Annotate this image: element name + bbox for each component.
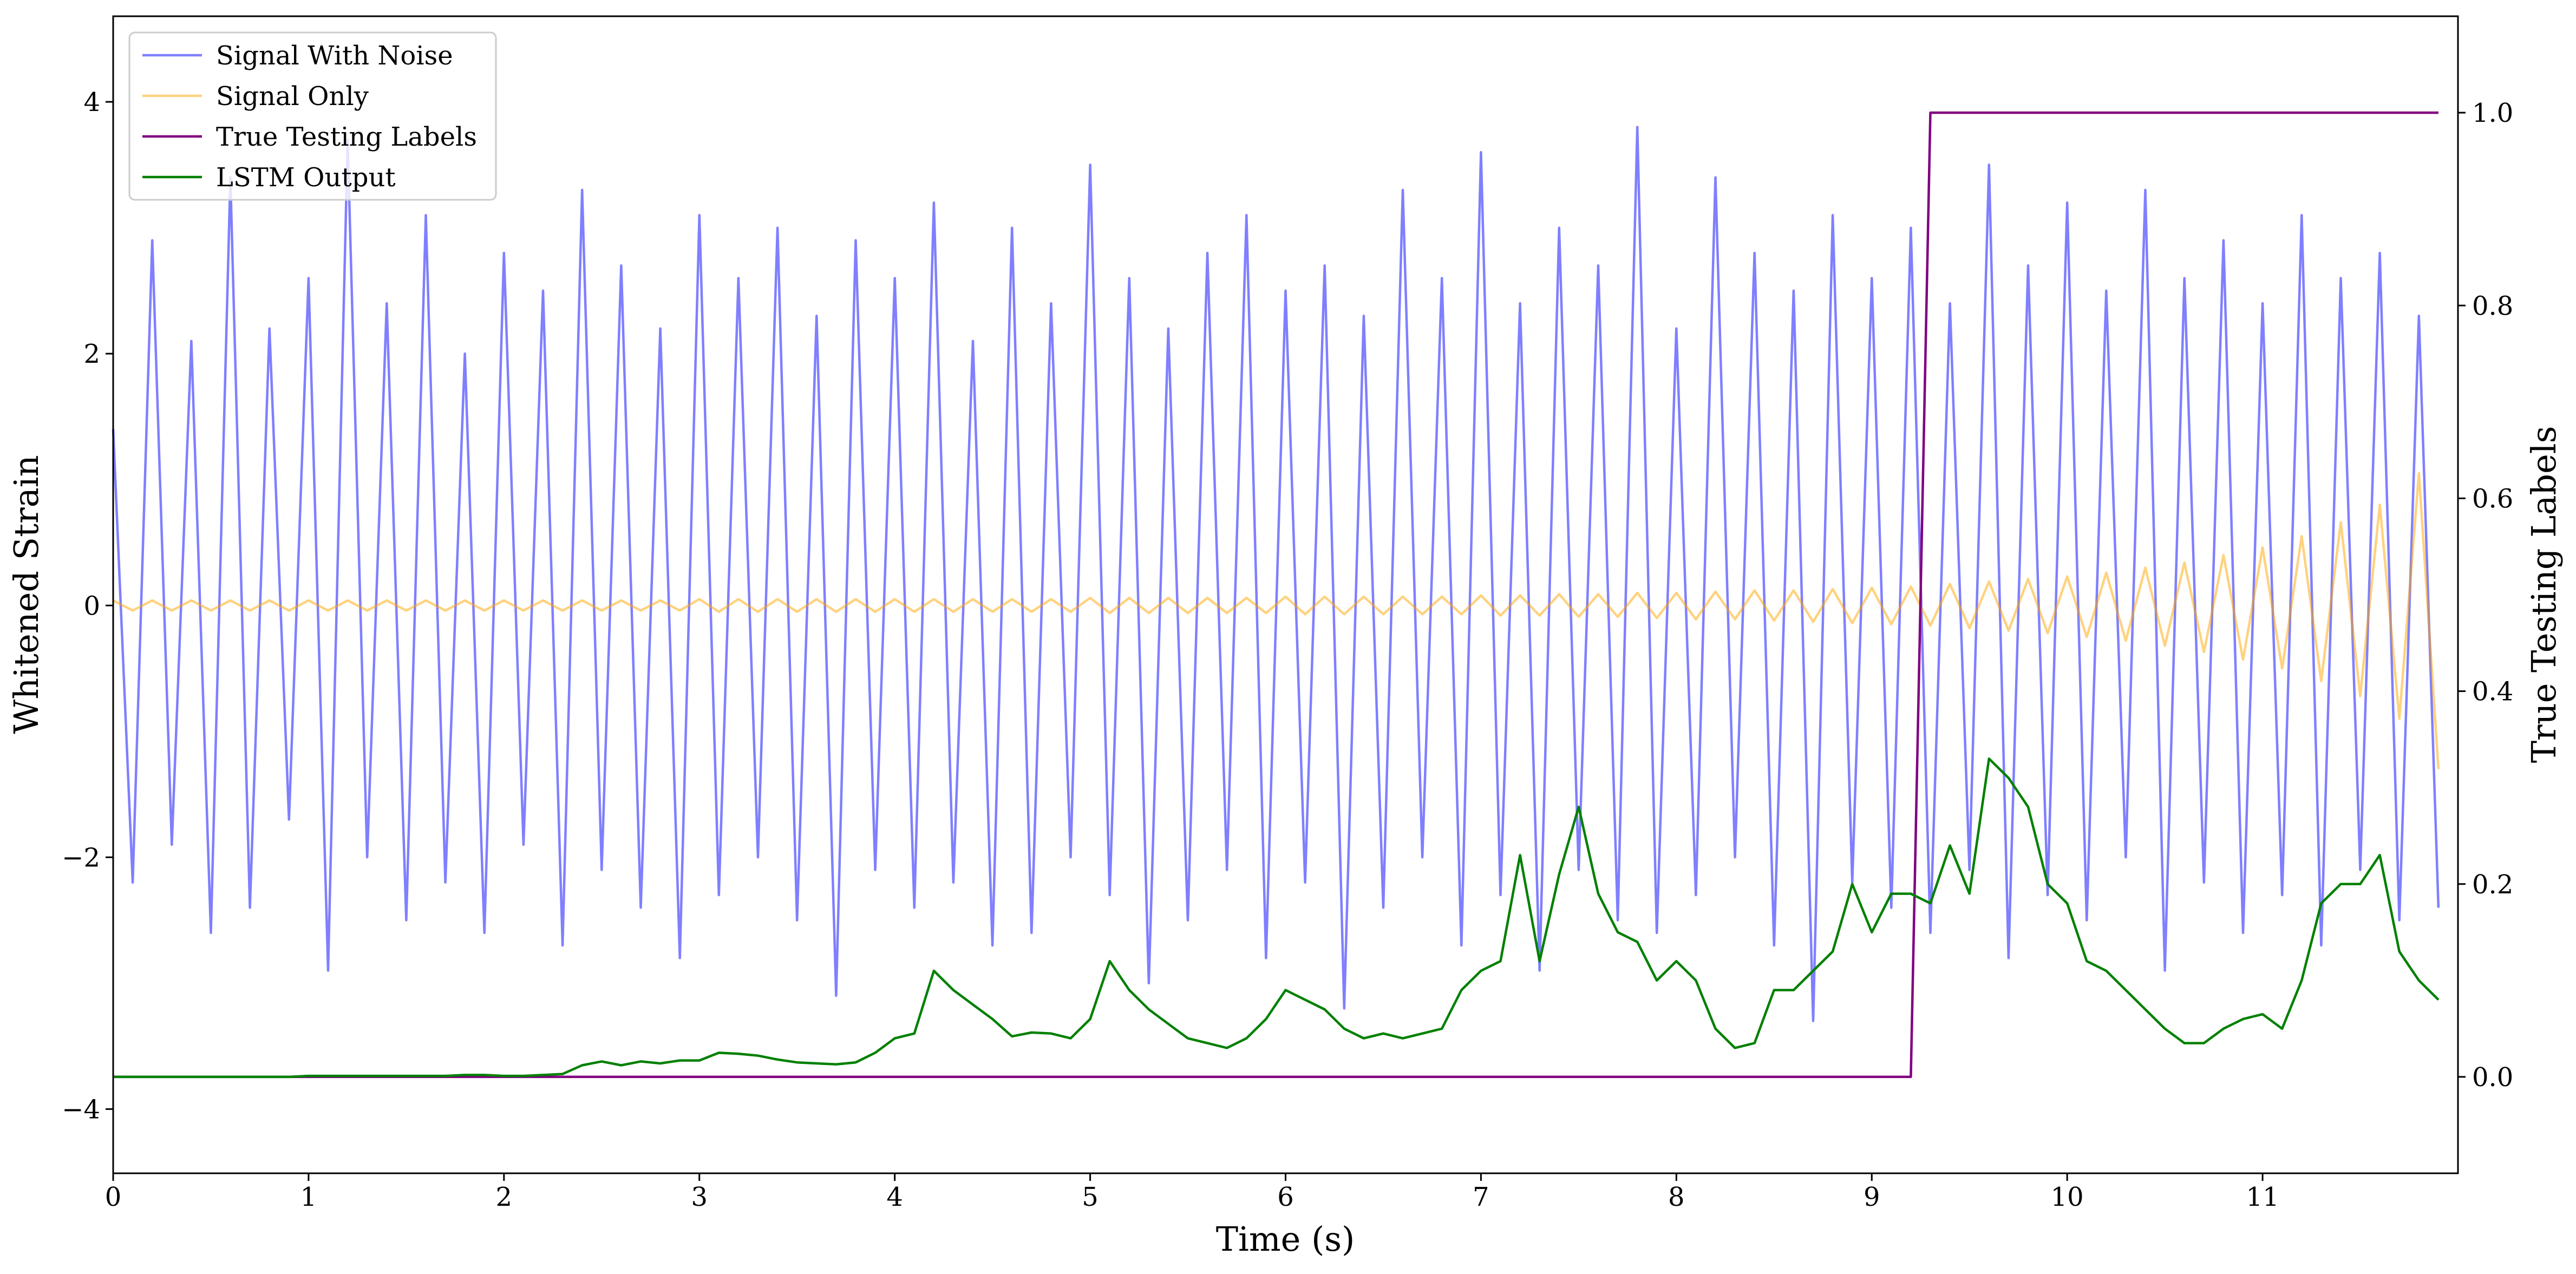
y-tick-label: 2	[83, 339, 100, 369]
legend-label: Signal With Noise	[216, 41, 453, 71]
x-axis-label: Time (s)	[1216, 1219, 1355, 1259]
series-line	[112, 472, 2440, 769]
x-tick-label: 3	[691, 1182, 708, 1212]
legend-box	[128, 31, 497, 201]
legend-label: LSTM Output	[216, 162, 396, 193]
y-axis-label: Whitened Strain	[6, 455, 46, 734]
x-tick-label: 6	[1277, 1182, 1294, 1212]
y-tick-label: −2	[62, 842, 100, 873]
y2-tick-label: 0.6	[2472, 484, 2513, 514]
x-tick-label: 11	[2246, 1182, 2279, 1212]
y2-tick-label: 0.2	[2472, 870, 2513, 900]
series-line	[112, 126, 2440, 1022]
legend-label: Signal Only	[216, 81, 369, 112]
legend-label: True Testing Labels	[216, 122, 477, 152]
y2-axis-label: True Testing Labels	[2524, 426, 2564, 763]
x-tick-label: 10	[2051, 1182, 2084, 1212]
y2-tick-label: 0.4	[2472, 677, 2513, 707]
x-tick-label: 1	[300, 1182, 317, 1212]
y-tick-label: 0	[83, 591, 100, 621]
y2-tick-label: 0.8	[2472, 291, 2513, 321]
y2-tick-label: 0.0	[2472, 1062, 2513, 1093]
y-tick-label: 4	[83, 87, 100, 117]
x-tick-label: 9	[1864, 1182, 1880, 1212]
x-tick-label: 8	[1668, 1182, 1685, 1212]
x-tick-label: 4	[886, 1182, 903, 1212]
x-tick-label: 0	[105, 1182, 122, 1212]
x-tick-label: 2	[496, 1182, 513, 1212]
series-line	[113, 757, 2440, 1079]
y2-tick-label: 1.0	[2472, 98, 2513, 128]
x-tick-label: 5	[1082, 1182, 1099, 1212]
y-tick-label: −4	[62, 1094, 100, 1125]
x-tick-label: 7	[1473, 1182, 1489, 1212]
